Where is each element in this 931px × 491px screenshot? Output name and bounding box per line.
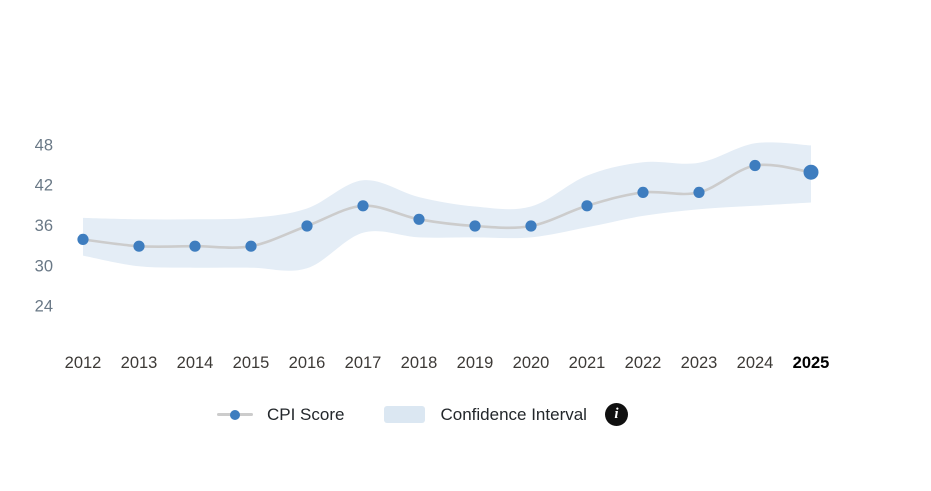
- chart-legend: CPI Score Confidence Interval i: [217, 401, 628, 428]
- x-label-2013: 2013: [121, 354, 158, 372]
- data-point-2020[interactable]: [525, 220, 537, 232]
- x-label-2016: 2016: [289, 354, 326, 372]
- x-label-2023: 2023: [681, 354, 718, 372]
- info-icon[interactable]: i: [604, 403, 628, 426]
- confidence-band: [83, 142, 811, 271]
- data-point-2015[interactable]: [245, 240, 257, 252]
- data-point-2013[interactable]: [133, 240, 145, 252]
- y-tick-36: 36: [35, 217, 53, 235]
- x-axis-labels: 2012 2013 2014 2015 2016 2017 2018 2019 2020 2021…: [65, 354, 830, 372]
- y-axis-ticks: 48 42 36 30 24: [35, 136, 53, 315]
- x-label-2022: 2022: [625, 354, 662, 372]
- confidence-interval-legend-label: Confidence Interval: [440, 404, 587, 424]
- cpi-score-points: [77, 159, 819, 252]
- x-label-2019: 2019: [457, 354, 494, 372]
- y-tick-30: 30: [35, 257, 53, 275]
- y-tick-24: 24: [35, 298, 53, 316]
- data-point-2024[interactable]: [749, 159, 761, 172]
- confidence-interval-swatch: [384, 406, 426, 423]
- x-label-2021: 2021: [569, 354, 606, 372]
- data-point-2012[interactable]: [77, 233, 89, 245]
- y-tick-48: 48: [35, 136, 53, 154]
- cpi-score-legend-dot-icon: [230, 409, 240, 420]
- data-point-2021[interactable]: [581, 200, 593, 212]
- x-label-2020: 2020: [513, 354, 550, 372]
- x-label-2014: 2014: [177, 354, 214, 372]
- data-point-2018[interactable]: [413, 213, 425, 225]
- cpi-score-legend-label: CPI Score: [267, 404, 345, 424]
- data-point-2014[interactable]: [189, 240, 201, 252]
- data-point-2017[interactable]: [357, 200, 369, 212]
- data-point-2022[interactable]: [637, 186, 649, 198]
- x-label-2025: 2025: [793, 354, 830, 372]
- cpi-score-legend-marker: [217, 409, 253, 420]
- data-point-2023[interactable]: [693, 186, 705, 198]
- x-label-2018: 2018: [401, 354, 438, 372]
- x-label-2015: 2015: [233, 354, 270, 372]
- data-point-2025[interactable]: [803, 164, 819, 180]
- x-label-2017: 2017: [345, 354, 382, 372]
- x-label-2024: 2024: [737, 354, 774, 372]
- data-point-2019[interactable]: [469, 220, 481, 232]
- x-label-2012: 2012: [65, 354, 102, 372]
- data-point-2016[interactable]: [301, 220, 313, 232]
- y-tick-42: 42: [35, 177, 53, 195]
